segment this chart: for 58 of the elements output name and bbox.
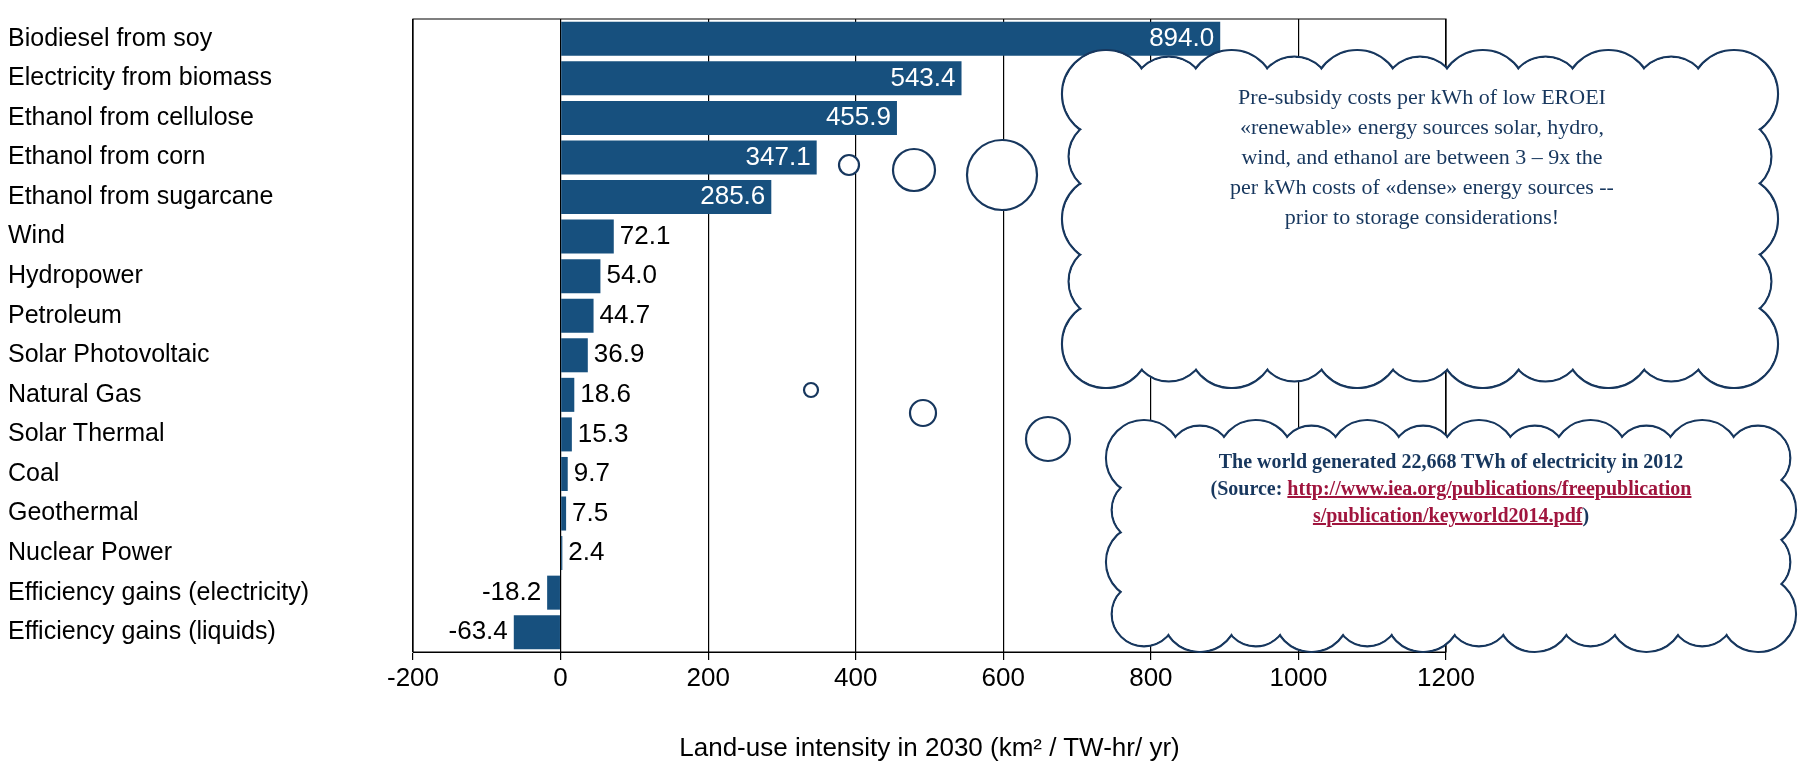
data-label: 54.0	[606, 259, 658, 290]
y-tick-label: Natural Gas	[8, 378, 142, 407]
x-tick-label: 600	[981, 661, 1025, 692]
bar	[513, 615, 560, 650]
annotation: The world generated 22,668 TWh of electricity in 2012 (Source: http://www.iea.org/publications/freepublications/publication/keyworld2014.pdf)	[1209, 449, 1693, 529]
y-tick-label: Geothermal	[8, 497, 139, 526]
bar	[561, 180, 772, 215]
y-tick-label: Hydropower	[8, 260, 143, 289]
bar	[561, 298, 594, 333]
y-tick-label: Solar Thermal	[8, 418, 165, 447]
bar	[561, 100, 897, 135]
data-label: 18.6	[580, 378, 631, 409]
x-tick-label: 800	[1129, 661, 1173, 692]
data-label: 347.1	[745, 140, 811, 171]
x-axis-title: Land-use intensity in 2030 (km² / TW-hr/ yr)	[679, 731, 1180, 762]
data-label: 36.9	[593, 338, 645, 369]
y-tick-label: Wind	[8, 220, 65, 249]
y-tick-label: Biodiesel from soy	[8, 22, 213, 51]
data-label: 2.4	[568, 536, 605, 567]
y-tick-label: Ethanol from cellulose	[8, 101, 254, 130]
y-tick-label: Ethanol from corn	[8, 141, 206, 170]
x-tick-label: 200	[686, 661, 730, 692]
y-tick-label: Efficiency gains (liquids)	[8, 616, 276, 645]
data-label: -18.2	[481, 575, 542, 606]
y-tick-label: Petroleum	[8, 299, 122, 328]
y-tick-label: Efficiency gains (electricity)	[8, 576, 310, 605]
x-tick-label: 1000	[1269, 661, 1328, 692]
data-label: 894.0	[1149, 21, 1215, 52]
y-tick-label: Solar Photovoltaic	[8, 339, 210, 368]
bar	[561, 21, 1221, 56]
bar	[561, 338, 588, 373]
data-label: 15.3	[577, 417, 629, 448]
x-tick-label: -200	[386, 661, 440, 692]
bar	[561, 140, 817, 175]
data-label: 7.5	[572, 496, 609, 527]
bar	[561, 417, 572, 452]
x-tick-label: 400	[834, 661, 878, 692]
x-tick-label: 0	[553, 661, 568, 692]
bar	[561, 219, 614, 254]
bar	[561, 61, 962, 96]
bar	[561, 377, 575, 412]
y-tick-label: Ethanol from sugarcane	[8, 180, 274, 209]
y-tick-label: Coal	[8, 457, 60, 486]
data-label: -63.4	[448, 615, 508, 646]
bar	[561, 259, 601, 294]
data-label: 543.4	[890, 61, 956, 92]
bar	[547, 575, 560, 610]
y-tick-label: Nuclear Power	[8, 536, 172, 565]
data-label: 72.1	[619, 219, 671, 250]
x-tick-label: 1200	[1417, 661, 1475, 692]
data-label: 285.6	[700, 180, 766, 211]
annotation: Pre-subsidy costs per kWh of low EROEI «renewable» energy sources solar, hydro, wind, and ethanol are between 3 – 9x the per kWh costs of «dense» energy sources -- prior to storage considerations!	[1229, 83, 1615, 231]
data-label: 455.9	[825, 101, 891, 132]
data-label: 44.7	[599, 298, 651, 329]
bar	[561, 456, 568, 491]
bar	[561, 496, 567, 531]
data-label: 9.7	[573, 457, 610, 488]
y-tick-label: Electricity from biomass	[8, 62, 272, 91]
